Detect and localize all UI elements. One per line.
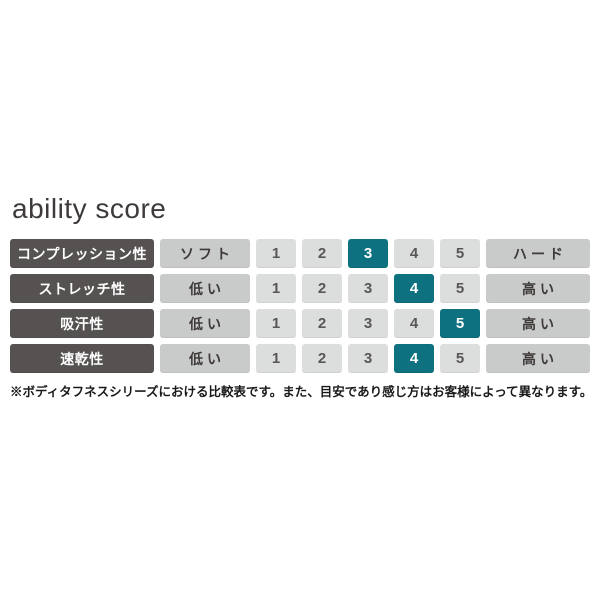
scale-cell: 1 — [256, 344, 296, 373]
scale-max-label: ハード — [486, 239, 590, 268]
scale-min-label: 低い — [160, 309, 250, 338]
scale-cell: 1 — [256, 309, 296, 338]
row-label: 吸汗性 — [10, 309, 154, 338]
scale-max-label: 高い — [486, 309, 590, 338]
scale-cell: 3 — [348, 274, 388, 303]
scale-cell: 5 — [440, 239, 480, 268]
scale-cell: 3 — [348, 344, 388, 373]
table-row: 吸汗性 低い 1 2 3 4 5 高い — [10, 309, 590, 338]
scale-cell: 3 — [348, 239, 388, 268]
scale-min-label: 低い — [160, 274, 250, 303]
scale-cell: 4 — [394, 344, 434, 373]
page-title: ability score — [12, 193, 167, 224]
scale-cell: 2 — [302, 239, 342, 268]
scale-cell: 2 — [302, 309, 342, 338]
scale-cell: 5 — [440, 309, 480, 338]
scale-cell: 4 — [394, 274, 434, 303]
scale-max-label: 高い — [486, 274, 590, 303]
scale-cell: 3 — [348, 309, 388, 338]
scale-cell: 2 — [302, 344, 342, 373]
scale-cell: 5 — [440, 344, 480, 373]
scale-cell: 5 — [440, 274, 480, 303]
table-row: 速乾性 低い 1 2 3 4 5 高い — [10, 344, 590, 373]
row-label: 速乾性 — [10, 344, 154, 373]
scale-cell: 4 — [394, 309, 434, 338]
scale-min-label: ソフト — [160, 239, 250, 268]
scale-cell: 4 — [394, 239, 434, 268]
scale-max-label: 高い — [486, 344, 590, 373]
scale-cell: 1 — [256, 239, 296, 268]
scale-cell: 1 — [256, 274, 296, 303]
scale-min-label: 低い — [160, 344, 250, 373]
ability-score-table: コンプレッション性 ソフト 1 2 3 4 5 ハード ストレッチ性 低い 1 … — [10, 239, 590, 373]
row-label: コンプレッション性 — [10, 239, 154, 268]
footnote-text: ※ボディタフネスシリーズにおける比較表です。また、目安であり感じ方はお客様によっ… — [10, 385, 593, 399]
table-row: コンプレッション性 ソフト 1 2 3 4 5 ハード — [10, 239, 590, 268]
table-row: ストレッチ性 低い 1 2 3 4 5 高い — [10, 274, 590, 303]
scale-cell: 2 — [302, 274, 342, 303]
row-label: ストレッチ性 — [10, 274, 154, 303]
